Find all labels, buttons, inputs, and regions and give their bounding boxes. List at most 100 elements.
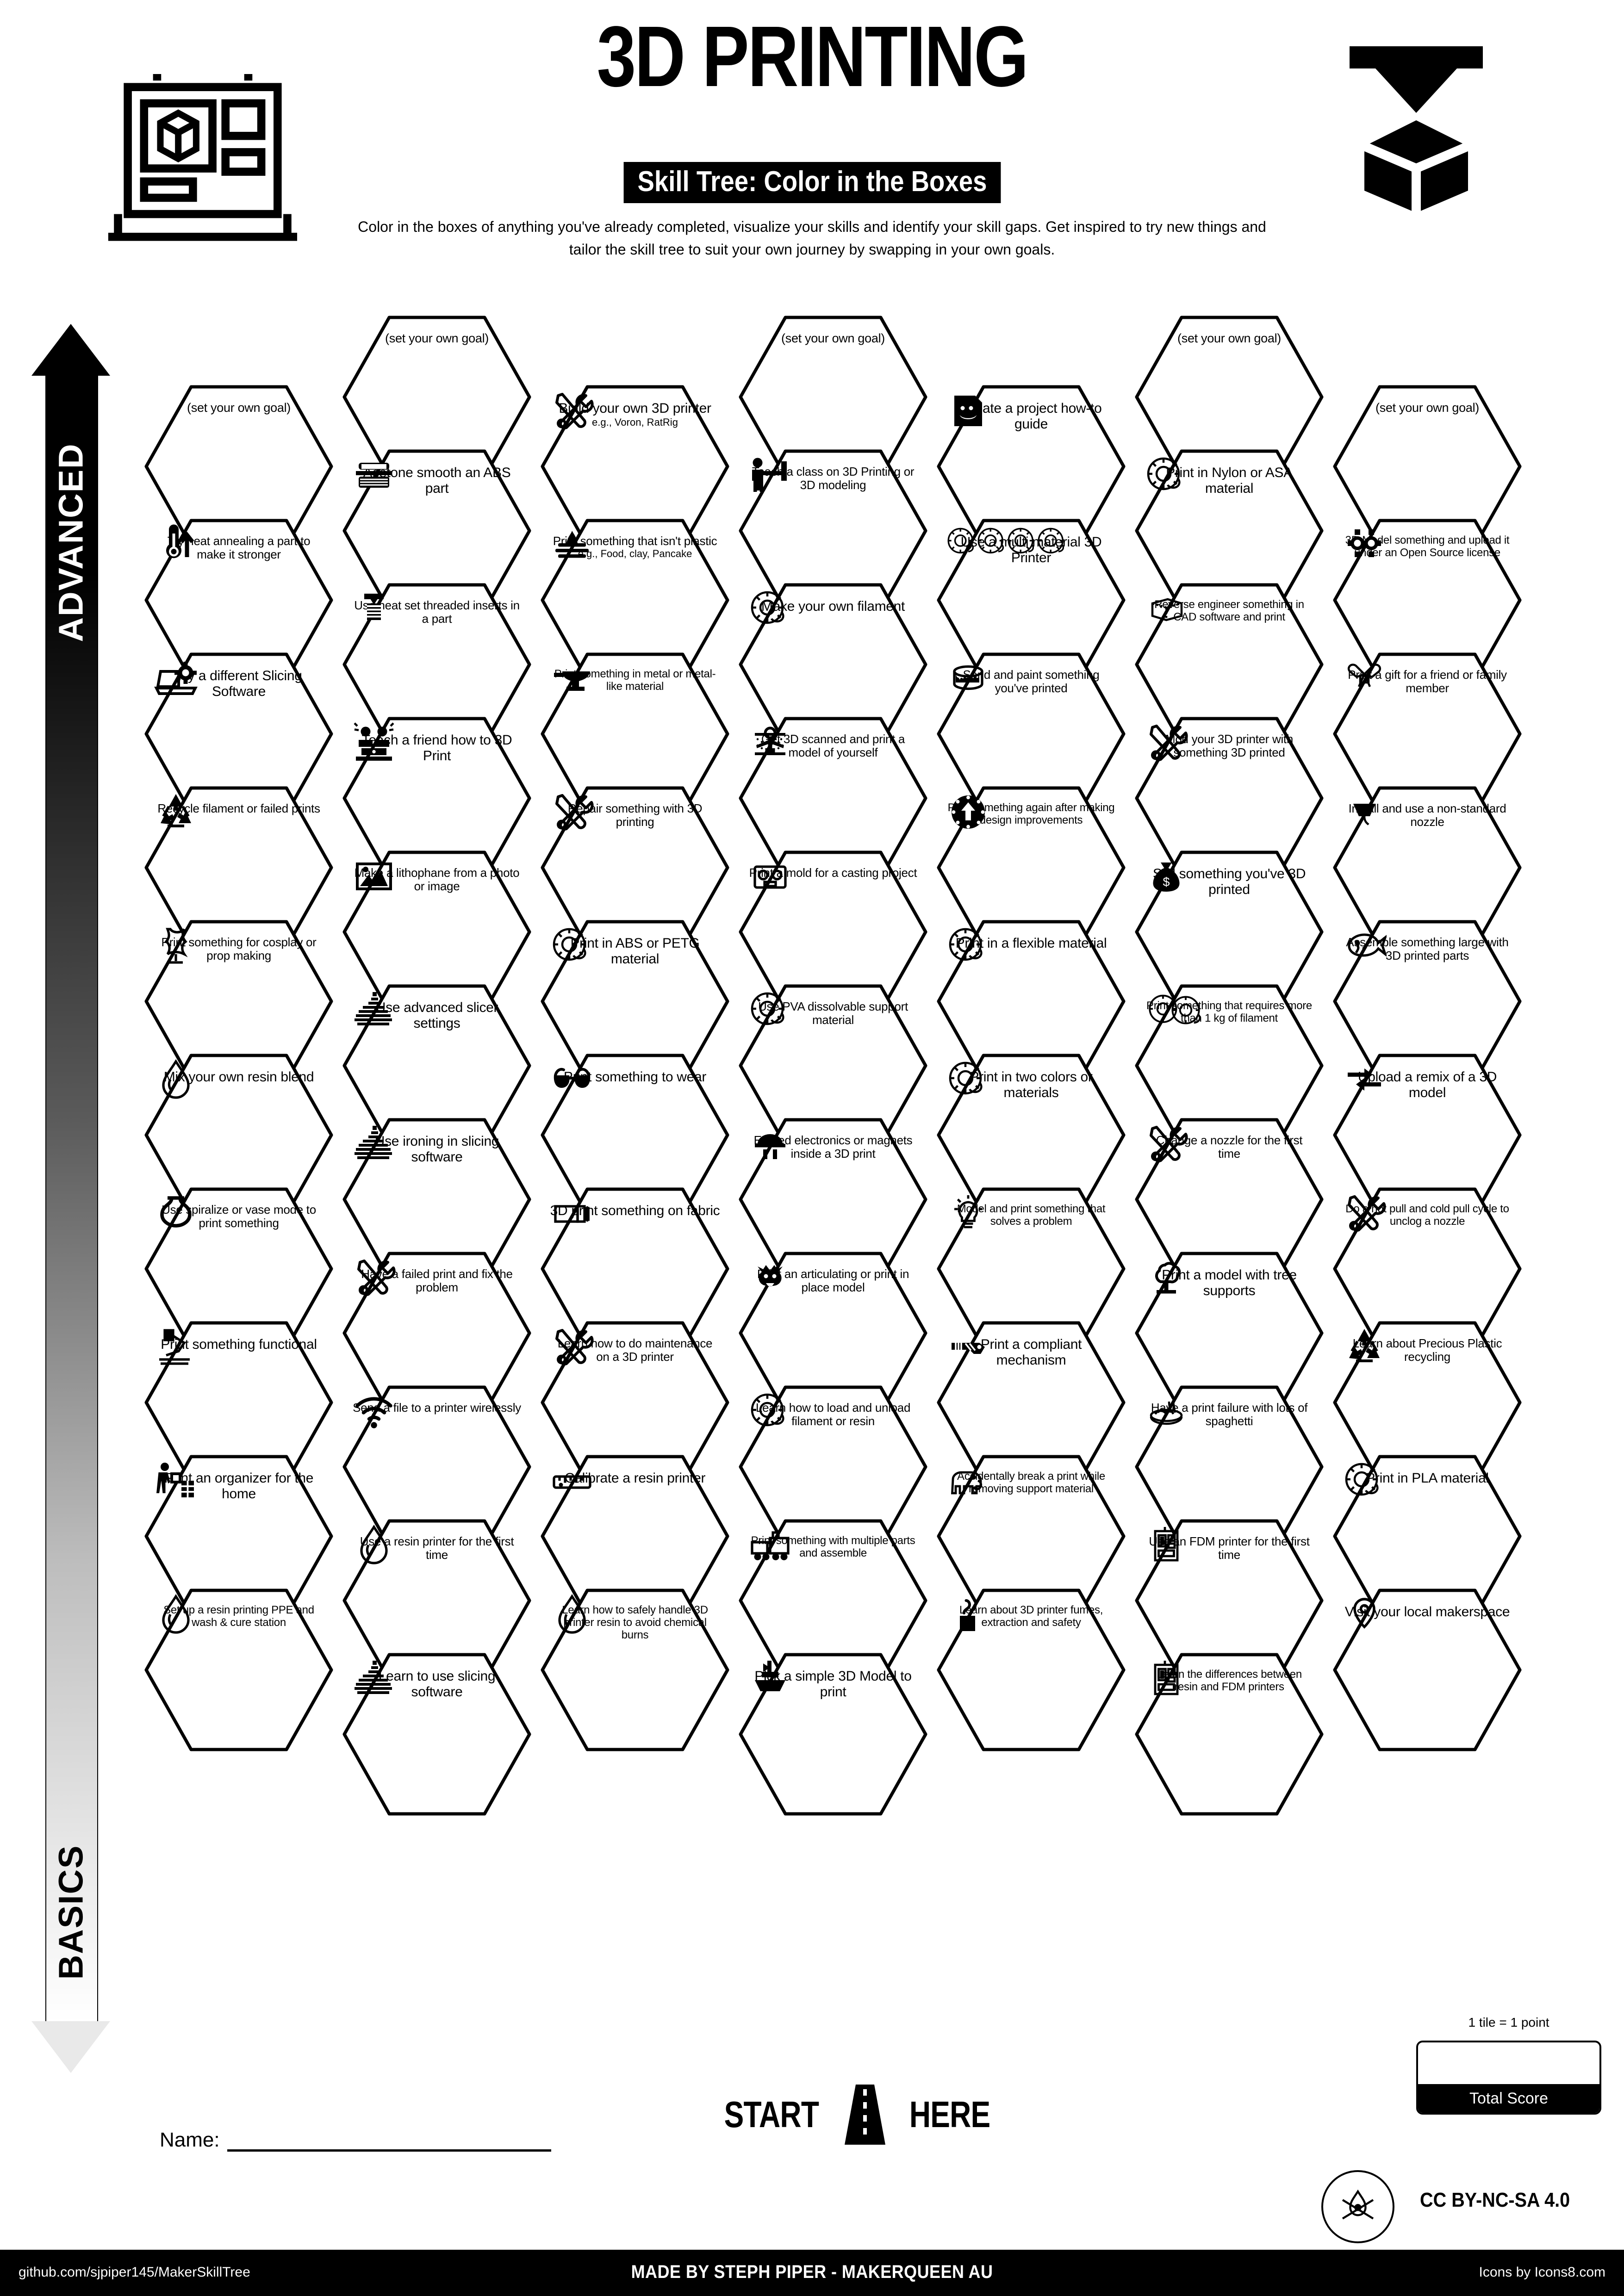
skill-tile[interactable]: Use advanced slicer settings bbox=[342, 983, 532, 1148]
skill-tile-label: Model and print something that solves a … bbox=[957, 1203, 1106, 1228]
skill-tile[interactable]: Try a different Slicing Software bbox=[143, 652, 334, 816]
skill-tile-label: Reverse engineer something in CAD softwa… bbox=[1154, 598, 1304, 623]
skill-tile[interactable]: Sell something you've 3D printed $ bbox=[1134, 850, 1325, 1014]
skill-tile[interactable]: Print in Nylon or ASA material bbox=[1134, 448, 1325, 613]
skill-tile[interactable]: Print something for cosplay or prop maki… bbox=[143, 919, 334, 1084]
goal-placeholder-label: (set your own goal) bbox=[1375, 401, 1479, 415]
skill-tile[interactable]: Learn the differences between resin and … bbox=[1134, 1652, 1325, 1817]
skill-tile-label: Learn to use slicing software bbox=[378, 1669, 496, 1700]
skill-tile[interactable]: Teach a class on 3D Printing or 3D model… bbox=[738, 448, 928, 613]
skill-tile[interactable]: Print something with multiple parts and … bbox=[738, 1518, 928, 1683]
skill-tile[interactable]: Use a multi material 3D Printer bbox=[936, 518, 1126, 683]
skill-tile[interactable]: Model and print something that solves a … bbox=[936, 1186, 1126, 1351]
skill-tile-label: Calibrate a resin printer bbox=[564, 1471, 706, 1486]
skill-tile[interactable]: Use heat set threaded inserts in a part bbox=[342, 582, 532, 747]
skill-tile-label: Print in two colors or materials bbox=[970, 1069, 1093, 1100]
skill-tile[interactable]: Use a resin printer for the first time bbox=[342, 1518, 532, 1683]
skill-tile-label: Learn how to load and unload filament or… bbox=[755, 1401, 911, 1428]
skill-tile[interactable]: Reverse engineer something in CAD softwa… bbox=[1134, 582, 1325, 747]
skill-tile[interactable]: 3D Model something and upload it under a… bbox=[1332, 518, 1523, 683]
skill-tile[interactable]: Print an articulating or print in place … bbox=[738, 1251, 928, 1415]
skill-tile-label: Learn how to safely handle 3D printer re… bbox=[562, 1604, 708, 1641]
skill-tile-label: Print an articulating or print in place … bbox=[757, 1267, 909, 1295]
skill-tile-label: Print something functional bbox=[161, 1337, 317, 1352]
total-score-box[interactable]: Total Score bbox=[1416, 2041, 1601, 2115]
skill-tile[interactable]: (set your own goal) bbox=[1134, 315, 1325, 479]
name-label: Name: bbox=[160, 2128, 220, 2151]
skill-tile-label: Try heat annealing a part to make it str… bbox=[167, 534, 311, 562]
difficulty-axis: ADVANCED BASICS bbox=[31, 324, 110, 2073]
arrow-head-up-icon bbox=[31, 324, 110, 376]
skill-tile-label: Use a resin printer for the first time bbox=[360, 1534, 514, 1562]
skill-tile-label: Use ironing in slicing software bbox=[374, 1134, 499, 1165]
skill-tile[interactable]: (set your own goal) bbox=[1332, 384, 1523, 549]
skill-tile[interactable]: Calibrate a resin printer bbox=[540, 1454, 730, 1619]
skill-tile[interactable]: Set up a resin printing PPE and wash & c… bbox=[143, 1588, 334, 1752]
skill-tile[interactable]: Use spiralize or vase mode to print some… bbox=[143, 1186, 334, 1351]
skill-tile[interactable]: Pick a simple 3D Model to print bbox=[738, 1652, 928, 1817]
skill-tile[interactable]: Print something in metal or metal-like m… bbox=[540, 652, 730, 816]
svg-text:$: $ bbox=[1163, 875, 1170, 889]
skill-tile[interactable]: Learn how to do maintenance on a 3D prin… bbox=[540, 1320, 730, 1485]
skill-tile[interactable]: Mod your 3D printer with something 3D pr… bbox=[1134, 716, 1325, 881]
skill-tile[interactable]: Have a failed print and fix the problem bbox=[342, 1251, 532, 1415]
skill-tile[interactable]: Print in two colors or materials bbox=[936, 1053, 1126, 1217]
skill-tile[interactable]: Print in ABS or PETG material bbox=[540, 919, 730, 1084]
score-entry-area[interactable]: Total Score bbox=[1416, 2041, 1601, 2115]
start-here-marker: START HERE bbox=[680, 2080, 1032, 2149]
page-header: 3D PRINTING Skill Tree: Color in the Box… bbox=[0, 0, 1624, 296]
skill-tile-example: e.g., Voron, RatRig bbox=[592, 416, 678, 428]
skill-tile[interactable]: Send a file to a printer wirelessly bbox=[342, 1384, 532, 1549]
name-field[interactable]: Name: bbox=[160, 2128, 551, 2152]
skill-tile-label: Print a model with tree supports bbox=[1162, 1267, 1297, 1298]
skill-tile[interactable]: Print something functional bbox=[143, 1320, 334, 1485]
skill-tile-label: Learn the differences between resin and … bbox=[1157, 1668, 1302, 1693]
skill-tile[interactable]: Teach a friend how to 3D Print bbox=[342, 716, 532, 881]
skill-tile[interactable]: Have a print failure with lots of spaghe… bbox=[1134, 1384, 1325, 1549]
tile-point-hint: 1 tile = 1 point bbox=[1468, 2015, 1549, 2029]
skill-tile[interactable]: Learn how to safely handle 3D printer re… bbox=[540, 1588, 730, 1752]
footer-repo-link[interactable]: github.com/sjpiper145/MakerSkillTree bbox=[19, 2265, 250, 2280]
skill-tile[interactable]: (set your own goal) bbox=[342, 315, 532, 479]
skill-tile[interactable]: Learn about 3D printer fumes, extraction… bbox=[936, 1588, 1126, 1752]
skill-tile[interactable]: Learn to use slicing software bbox=[342, 1652, 532, 1817]
goal-placeholder-label: (set your own goal) bbox=[187, 401, 291, 415]
skill-tile[interactable]: Print an organizer for the home bbox=[143, 1454, 334, 1619]
skill-tile[interactable]: Embed electronics or magnets inside a 3D… bbox=[738, 1117, 928, 1282]
skill-tile-label: Use advanced slicer settings bbox=[375, 1000, 498, 1031]
skill-tile-label: Learn about 3D printer fumes, extraction… bbox=[959, 1604, 1103, 1629]
skill-tile[interactable]: Print something that isn't plastic e.g., … bbox=[540, 518, 730, 683]
skill-tile[interactable]: Print something to wear bbox=[540, 1053, 730, 1217]
printed-cube-icon bbox=[1324, 28, 1509, 215]
goal-placeholder-label: (set your own goal) bbox=[781, 331, 885, 345]
skill-tile[interactable]: Make a lithophane from a photo or image bbox=[342, 850, 532, 1014]
skill-tile[interactable]: Get 3D scanned and print a model of your… bbox=[738, 716, 928, 881]
skill-tile[interactable]: Repair something with 3D printing bbox=[540, 785, 730, 950]
footer-credit: MADE BY STEPH PIPER - MAKERQUEEN AU bbox=[631, 2262, 993, 2282]
3d-printer-icon bbox=[106, 70, 305, 252]
start-word: START bbox=[724, 2094, 819, 2135]
name-input-rule[interactable] bbox=[227, 2147, 551, 2152]
footer-icons-credit[interactable]: Icons by Icons8.com bbox=[1479, 2265, 1605, 2280]
skill-tile[interactable]: Do a hot pull and cold pull cycle to unc… bbox=[1332, 1186, 1523, 1351]
skill-tile[interactable]: Learn about Precious Plastic recycling bbox=[1332, 1320, 1523, 1485]
skill-tile[interactable]: Print something again after making desig… bbox=[936, 785, 1126, 950]
skill-tile[interactable]: Build your own 3D printer e.g., Voron, Ra… bbox=[540, 384, 730, 549]
skill-tile[interactable]: Visit your local makerspace bbox=[1332, 1588, 1523, 1752]
page-footer: github.com/sjpiper145/MakerSkillTree MAD… bbox=[0, 2250, 1624, 2296]
skill-tile[interactable]: Change a nozzle for the first time bbox=[1134, 1117, 1325, 1282]
skill-tile-label: Make your own filament bbox=[761, 599, 905, 614]
skill-tile[interactable]: Print a model with tree supports bbox=[1134, 1251, 1325, 1415]
skill-tile[interactable]: Accidentally break a print while removin… bbox=[936, 1454, 1126, 1619]
goal-placeholder-label: (set your own goal) bbox=[385, 331, 489, 345]
license-text: CC BY-NC-SA 4.0 bbox=[1420, 2189, 1570, 2211]
skill-tile-label: Accidentally break a print while removin… bbox=[957, 1470, 1105, 1495]
axis-gradient-bar bbox=[45, 375, 98, 2022]
skill-tile[interactable]: Upload a remix of a 3D model bbox=[1332, 1053, 1523, 1217]
skill-tile[interactable]: Create a project how-to guide bbox=[936, 384, 1126, 549]
skill-tile-label: Install and use a non-standard nozzle bbox=[1348, 801, 1506, 829]
skill-tile[interactable]: Use ironing in slicing software bbox=[342, 1117, 532, 1282]
here-word: HERE bbox=[909, 2094, 990, 2135]
skill-tile-example: e.g., Food, clay, Pancake bbox=[578, 548, 692, 560]
